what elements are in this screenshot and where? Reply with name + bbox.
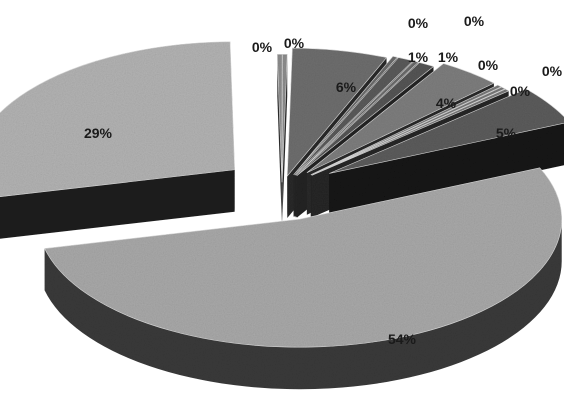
slice-label-4: 1%	[408, 49, 429, 65]
pie-slice-1	[281, 54, 288, 183]
pie-slice-7	[306, 63, 495, 174]
slice-label-11: 5%	[496, 125, 517, 141]
pie-slice-10	[311, 88, 510, 176]
pie-slice-9	[311, 86, 506, 176]
slice-label-0: 0%	[252, 39, 273, 55]
pie-slice-12	[44, 167, 563, 348]
slice-tops	[0, 41, 564, 348]
slice-label-2: 6%	[336, 79, 357, 95]
pie-slice-8	[310, 84, 502, 176]
slice-label-5: 0%	[464, 13, 485, 29]
pie-slice-2	[286, 47, 388, 177]
pie-slice-13	[0, 41, 235, 198]
slice-label-10: 0%	[542, 63, 563, 79]
pie-slice-4	[294, 57, 414, 176]
slice-rim-12-0	[44, 219, 562, 390]
pie-slice-5	[295, 60, 420, 176]
pie-slice-11	[329, 88, 564, 174]
slice-wall-13-0	[0, 169, 235, 239]
pie-slice-6	[296, 62, 435, 176]
slice-label-6: 1%	[438, 49, 459, 65]
slice-label-3: 0%	[408, 15, 429, 31]
slice-wall-1-1	[282, 54, 288, 225]
slice-wall-11-1	[329, 123, 564, 216]
slice-label-1: 0%	[284, 35, 305, 51]
slice-label-7: 4%	[436, 95, 457, 111]
slice-label-8: 0%	[478, 57, 499, 73]
slice-label-9: 0%	[510, 83, 531, 99]
data-labels: 0% 0% 6% 0% 1% 0% 1% 4% 0% 0% 0% 5% 54% 29%	[84, 13, 563, 347]
pie-slice-3	[293, 56, 398, 175]
slice-label-13: 29%	[84, 125, 113, 141]
slice-wall-0-0	[277, 54, 282, 225]
slice-label-12: 54%	[388, 331, 417, 347]
